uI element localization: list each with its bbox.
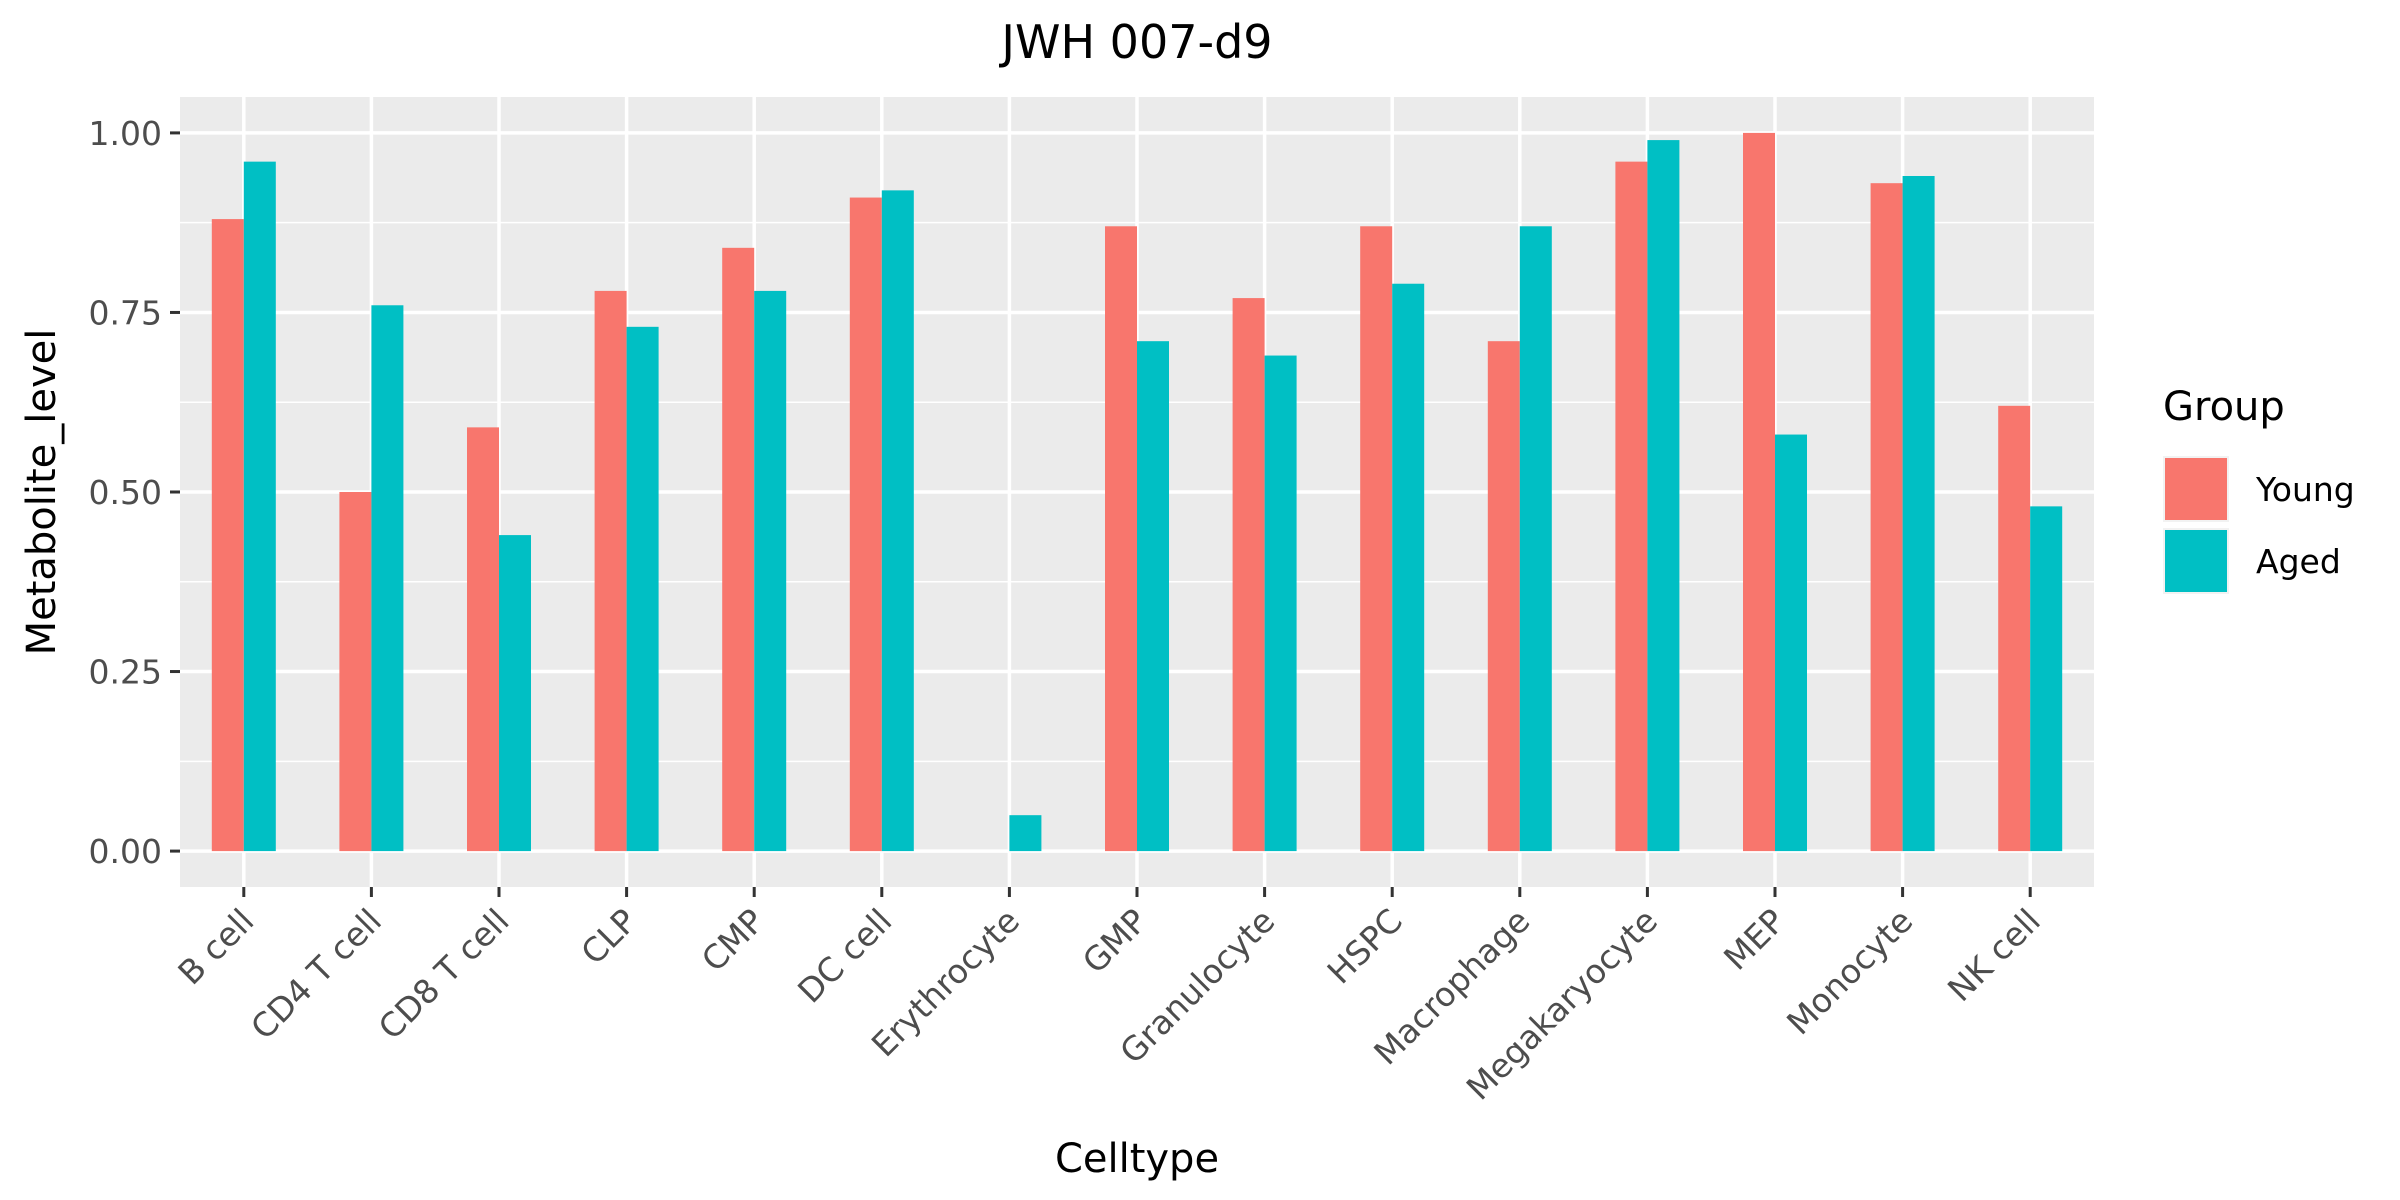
bar [1360, 226, 1393, 852]
bar [1775, 434, 1807, 852]
x-tick-label: CD8 T cell [371, 901, 517, 1047]
bar [594, 290, 627, 852]
bar [243, 161, 276, 852]
x-axis-title: Celltype [1055, 1136, 1219, 1182]
bar [211, 219, 244, 852]
bar [1902, 176, 1935, 852]
y-tick-label: 0.00 [89, 832, 162, 871]
bar [626, 326, 659, 852]
y-axis: 0.00 0.25 0.50 0.75 1.00 [89, 114, 180, 871]
bar [2030, 506, 2063, 852]
y-tick-label: 0.25 [89, 653, 162, 692]
bar [1137, 341, 1169, 852]
bars [211, 132, 2063, 852]
bar [1615, 161, 1648, 852]
legend: Group Young Aged [2163, 384, 2355, 594]
chart-title: JWH 007-d9 [998, 15, 1272, 69]
bar [1392, 283, 1425, 852]
y-axis-title: Metabolite_level [19, 329, 65, 656]
bar [1487, 341, 1520, 852]
bar [1998, 405, 2031, 852]
bar [1647, 140, 1680, 852]
legend-items: Young Aged [2163, 456, 2355, 594]
x-tick-label: HSPC [1320, 901, 1410, 991]
y-tick-label: 0.50 [89, 473, 162, 512]
x-tick-label: DC cell [790, 901, 899, 1010]
y-tick-label: 0.75 [89, 293, 162, 332]
legend-swatch [2165, 530, 2227, 592]
legend-swatch [2165, 458, 2227, 520]
bar [371, 305, 404, 852]
x-tick-label: MEP [1716, 901, 1793, 978]
x-tick-label: CMP [694, 901, 772, 979]
bar [1009, 815, 1042, 852]
x-tick-label: Monocyte [1779, 901, 1920, 1042]
bar [1870, 183, 1903, 852]
legend-label: Young [2255, 470, 2355, 509]
legend-title: Group [2163, 384, 2285, 430]
bar [1105, 226, 1137, 852]
x-tick-label: CLP [573, 901, 644, 972]
bar [1264, 355, 1297, 852]
x-tick-label: CD4 T cell [243, 901, 389, 1047]
bar [1743, 132, 1775, 852]
bar [339, 492, 372, 852]
x-tick-label: GMP [1075, 901, 1155, 981]
bar [754, 290, 787, 852]
x-tick-label: B cell [170, 901, 261, 992]
legend-label: Aged [2256, 542, 2341, 581]
bar [499, 535, 531, 852]
y-tick-label: 1.00 [89, 114, 162, 153]
bar [467, 427, 499, 852]
bar [1232, 298, 1265, 852]
bar [722, 247, 755, 852]
bar [1519, 226, 1552, 852]
bar [849, 197, 882, 852]
x-tick-label: NK cell [1940, 901, 2048, 1009]
bar [881, 190, 914, 852]
